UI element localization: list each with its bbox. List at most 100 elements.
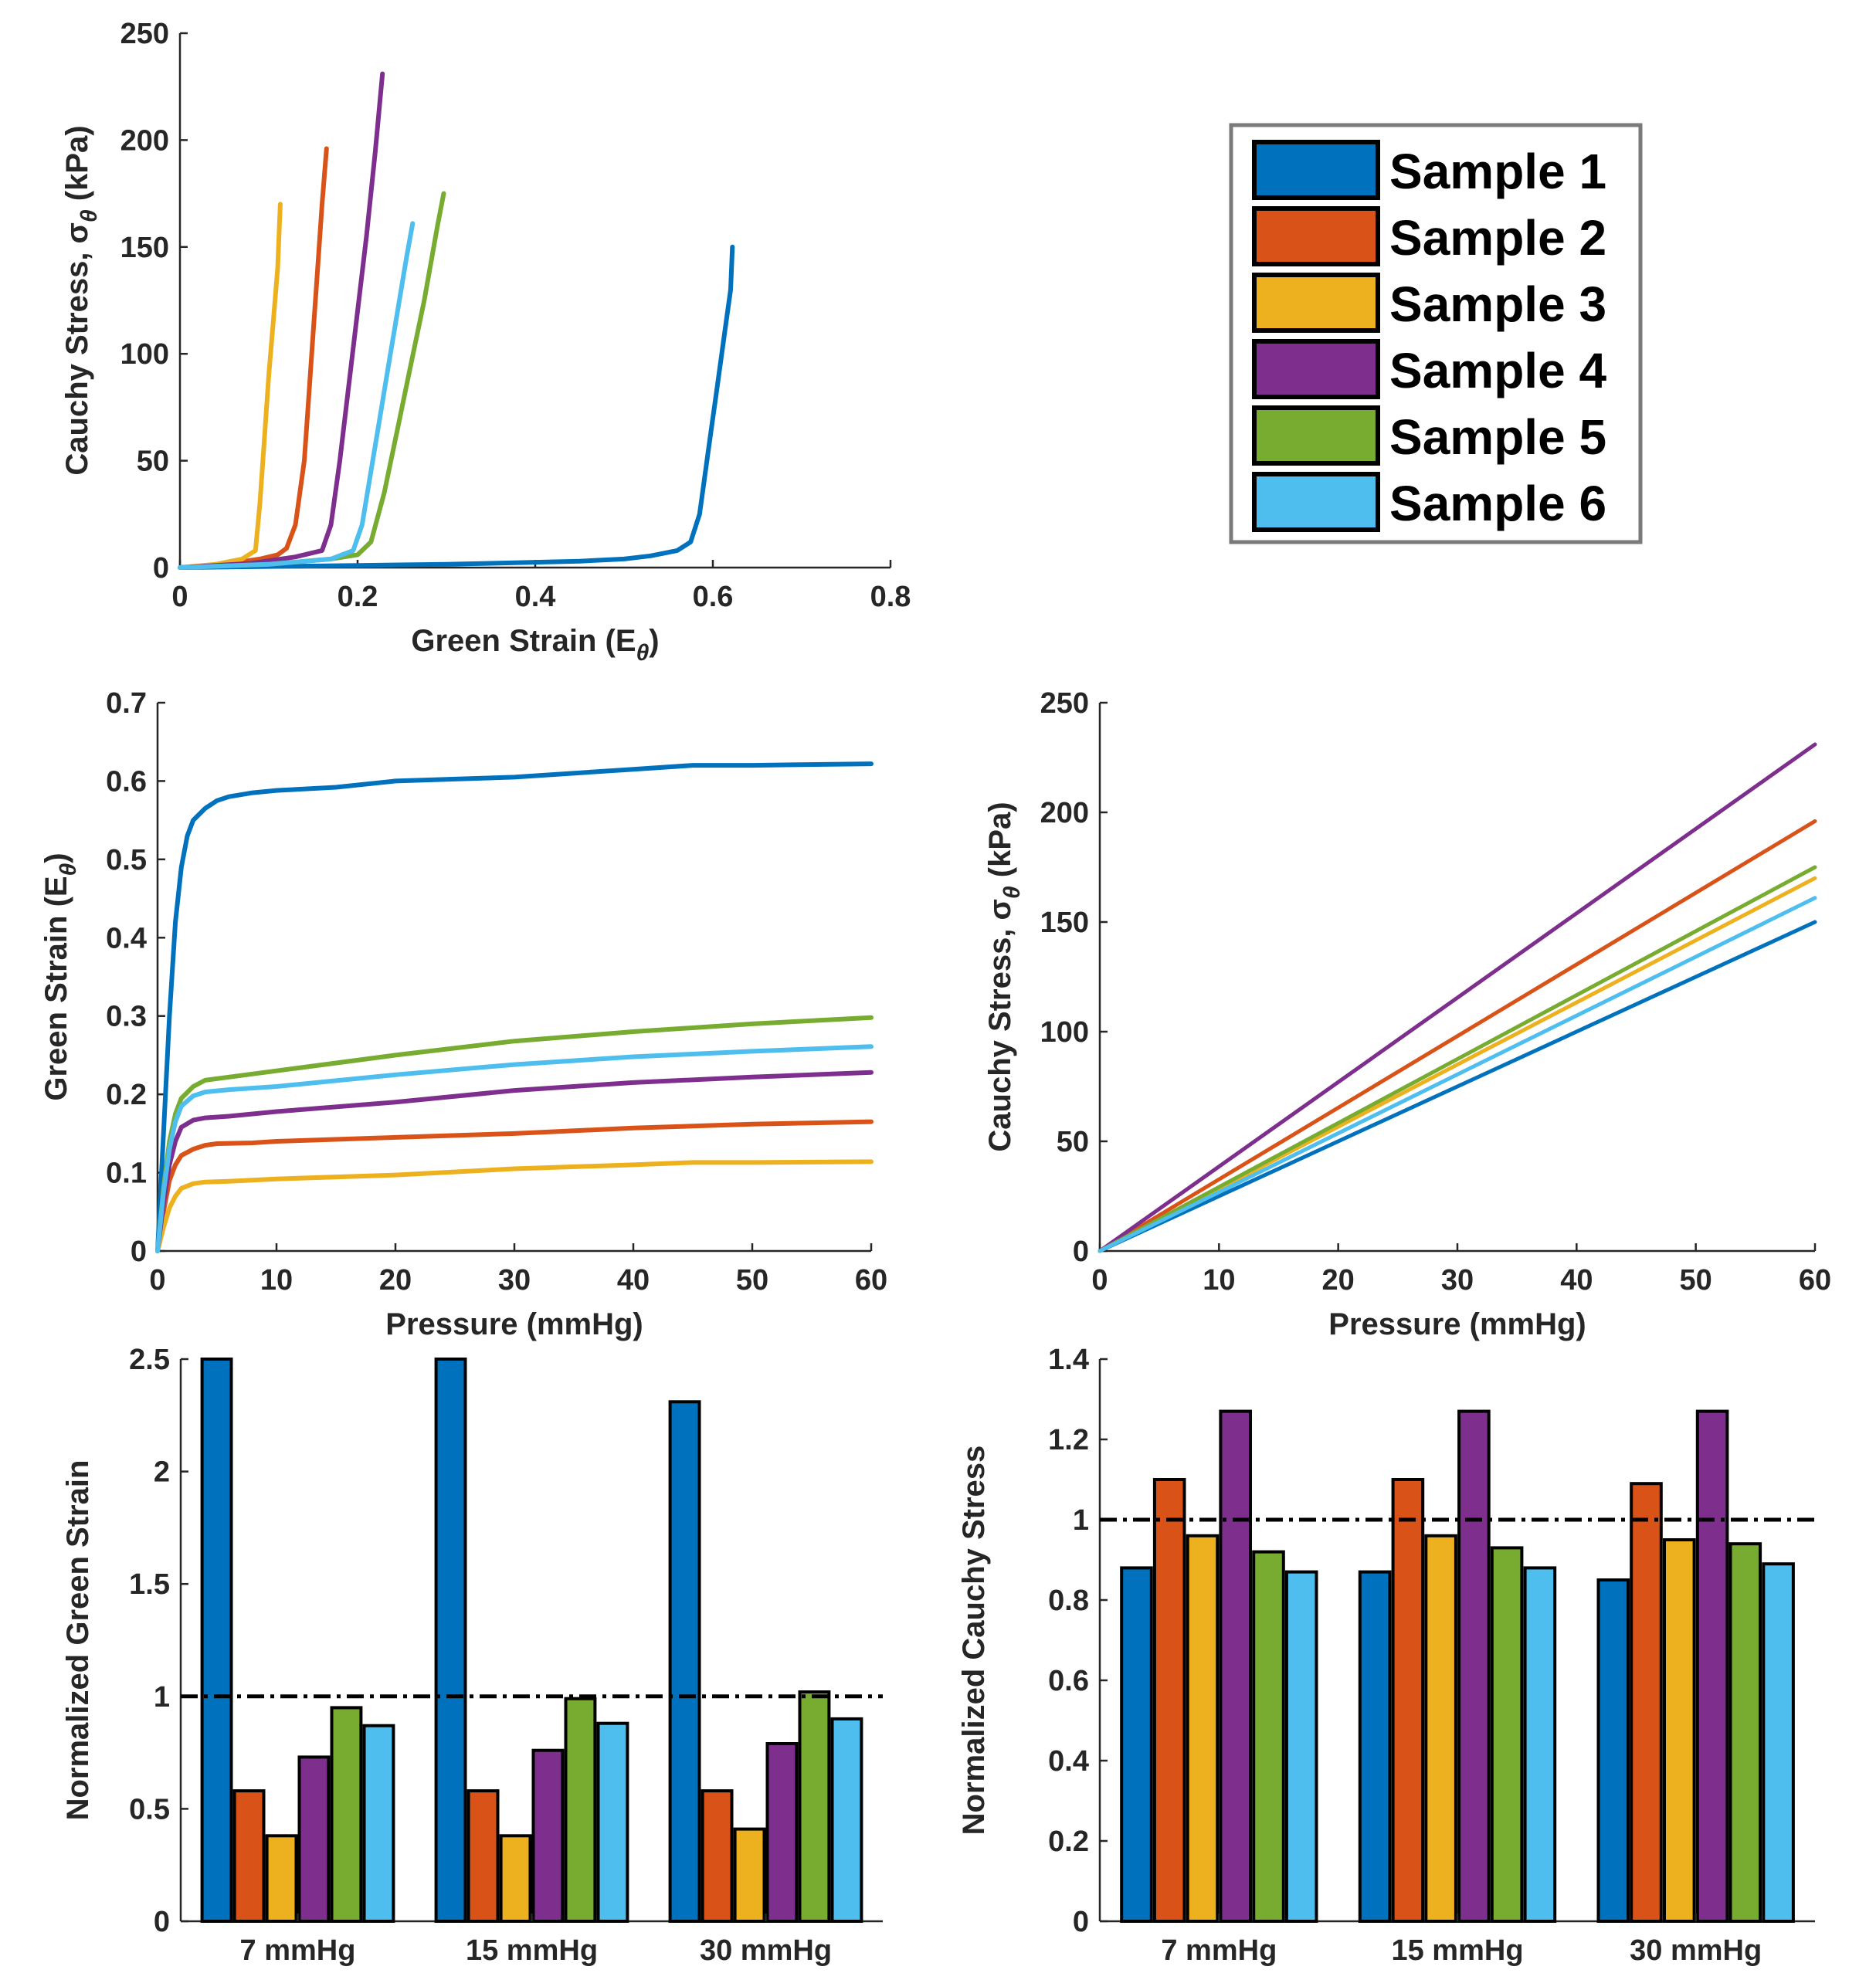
series-line-sample-3 xyxy=(155,1159,874,1253)
legend-swatch-sample-3 xyxy=(1252,273,1380,333)
x-tick-label: 40 xyxy=(1560,1264,1593,1297)
legend: Sample 1 Sample 2 Sample 3 Sample 4 Sample 5… xyxy=(1229,123,1643,544)
bar-sample-2-7-mmhg xyxy=(232,1789,266,1924)
bar-sample-3-15-mmhg xyxy=(499,1834,532,1924)
bar-sample-2-15-mmhg xyxy=(466,1789,500,1924)
y-tick-label: 250 xyxy=(1040,687,1089,720)
x-tick-label: 0.6 xyxy=(693,581,734,613)
strain-vs-pressure-chart: 0 0.1 0.2 0.3 0.4 0.5 0.6 0.7 0 10 20 30 40 50 60 Press… xyxy=(39,687,887,1341)
legend-label-sample-3: Sample 3 xyxy=(1389,276,1606,332)
x-tick-label: 0.2 xyxy=(338,581,378,613)
bar-sample-1-7-mmhg xyxy=(200,1358,233,1923)
x-axis-label: Green Strain (Eθ) xyxy=(411,624,659,666)
y-tick-label: 0.6 xyxy=(106,765,147,798)
x-axis-label: Pressure (mmHg) xyxy=(1328,1307,1586,1341)
series-line-sample-5 xyxy=(1097,865,1817,1253)
x-tick-label: 60 xyxy=(1799,1264,1831,1297)
x-tick-label: 0 xyxy=(1091,1264,1108,1297)
bar-sample-5-30-mmhg xyxy=(798,1690,831,1923)
bar-sample-6-15-mmhg xyxy=(1523,1566,1557,1924)
y-tick-label: 0.8 xyxy=(1048,1585,1089,1617)
category-label: 30 mmHg xyxy=(1630,1934,1762,1967)
normalized-cauchy-stress-chart: 0 0.2 0.4 0.6 0.8 1 1.2 1.4 Normalized Cauchy St… xyxy=(957,1344,1815,1967)
bar-sample-6-30-mmhg xyxy=(1762,1562,1795,1923)
bar-sample-4-7-mmhg xyxy=(1219,1409,1253,1923)
x-tick-label: 30 xyxy=(498,1264,531,1297)
x-tick-label: 30 xyxy=(1441,1264,1474,1297)
series-line-sample-1 xyxy=(155,761,874,1253)
bar-sample-4-30-mmhg xyxy=(765,1742,799,1923)
bar-sample-6-30-mmhg xyxy=(830,1717,863,1923)
x-tick-label: 0.8 xyxy=(870,581,911,613)
series-line-sample-2 xyxy=(1097,819,1817,1253)
y-tick-label: 150 xyxy=(120,232,169,264)
y-tick-label: 0 xyxy=(1073,1236,1089,1268)
normalized-green-strain-chart: 0 0.5 1 1.5 2 2.5 Normalized Green Strain 7 mmH… xyxy=(61,1344,883,1967)
legend-swatch-sample-6 xyxy=(1252,472,1380,532)
x-tick-label: 50 xyxy=(736,1264,768,1297)
x-tick-label: 20 xyxy=(1322,1264,1355,1297)
legend-label-sample-4: Sample 4 xyxy=(1389,343,1606,398)
y-axis-label-tail: (kPa) xyxy=(983,802,1017,886)
series-line-sample-4 xyxy=(178,71,385,570)
stress-vs-pressure-chart: 0 50 100 150 200 250 0 10 20 30 40 50 60 Pressure (mm… xyxy=(983,687,1831,1341)
bar-sample-5-30-mmhg xyxy=(1728,1542,1762,1923)
y-tick-label: 2.5 xyxy=(129,1344,170,1376)
y-tick-label: 1.5 xyxy=(129,1568,170,1601)
bar-sample-5-15-mmhg xyxy=(564,1697,597,1923)
bar-sample-4-30-mmhg xyxy=(1695,1409,1729,1923)
y-axis-label-sub: θ xyxy=(76,209,102,222)
y-tick-label: 1.4 xyxy=(1048,1344,1089,1376)
y-tick-label: 0 xyxy=(131,1236,147,1268)
series-line-sample-2 xyxy=(178,146,329,570)
y-tick-label: 0.4 xyxy=(106,922,147,954)
y-tick-label: 0 xyxy=(153,552,169,585)
series-line-sample-3 xyxy=(178,202,283,570)
bar-sample-3-7-mmhg xyxy=(265,1834,298,1924)
bar-sample-1-7-mmhg xyxy=(1120,1566,1153,1924)
bar-sample-6-15-mmhg xyxy=(596,1721,629,1923)
y-tick-label: 1 xyxy=(154,1681,170,1714)
bar-sample-2-30-mmhg xyxy=(1630,1482,1663,1923)
bar-sample-2-7-mmhg xyxy=(1152,1478,1186,1923)
y-tick-label: 2 xyxy=(154,1456,170,1489)
series-line-sample-6 xyxy=(155,1044,874,1253)
x-tick-label: 50 xyxy=(1680,1264,1712,1297)
y-tick-label: 0.5 xyxy=(129,1793,170,1826)
y-axis-label-tail: (kPa) xyxy=(60,125,94,209)
legend-swatch-sample-4 xyxy=(1252,339,1380,399)
bar-sample-3-30-mmhg xyxy=(733,1827,766,1924)
y-axis-label: Normalized Green Strain xyxy=(61,1460,95,1821)
bar-sample-5-15-mmhg xyxy=(1490,1546,1524,1924)
category-label: 15 mmHg xyxy=(1391,1934,1523,1967)
y-tick-label: 0.7 xyxy=(106,687,147,720)
series-line-sample-6 xyxy=(178,221,416,570)
x-tick-label: 40 xyxy=(617,1264,650,1297)
y-tick-label: 100 xyxy=(120,338,169,371)
bar-sample-3-7-mmhg xyxy=(1186,1534,1220,1924)
y-tick-label: 0.1 xyxy=(106,1158,147,1190)
bar-sample-4-15-mmhg xyxy=(531,1748,565,1923)
legend-label-sample-6: Sample 6 xyxy=(1389,476,1606,531)
y-tick-label: 50 xyxy=(1057,1126,1089,1158)
bar-sample-4-7-mmhg xyxy=(297,1755,331,1923)
x-tick-label: 0 xyxy=(171,581,188,613)
y-axis-label-sub: θ xyxy=(56,863,81,876)
y-tick-label: 0.2 xyxy=(1048,1826,1089,1858)
bar-sample-6-7-mmhg xyxy=(362,1724,395,1923)
x-tick-label: 0 xyxy=(149,1264,165,1297)
bar-sample-3-30-mmhg xyxy=(1663,1538,1696,1923)
y-tick-label: 0.5 xyxy=(106,844,147,876)
y-axis-label: Normalized Cauchy Stress xyxy=(957,1446,991,1836)
category-label: 30 mmHg xyxy=(700,1934,832,1967)
y-tick-label: 250 xyxy=(120,18,169,50)
series-line-sample-1 xyxy=(1097,920,1817,1253)
y-tick-label: 150 xyxy=(1040,907,1089,939)
y-tick-label: 100 xyxy=(1040,1016,1089,1049)
y-axis-label-tail: ) xyxy=(39,853,73,863)
y-tick-label: 50 xyxy=(137,446,169,478)
x-axis-label: Pressure (mmHg) xyxy=(385,1307,643,1341)
y-tick-label: 0.2 xyxy=(106,1079,147,1111)
x-tick-label: 10 xyxy=(1203,1264,1235,1297)
